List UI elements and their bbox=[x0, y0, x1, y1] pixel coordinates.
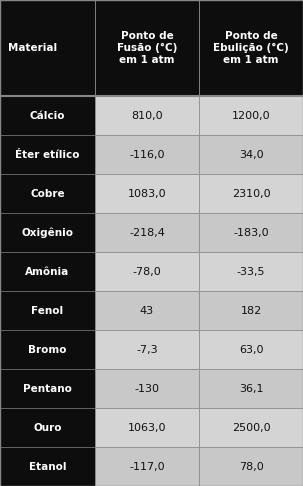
Bar bbox=[0, 252, 95, 291]
Text: Ponto de
Ebulição (°C)
em 1 atm: Ponto de Ebulição (°C) em 1 atm bbox=[213, 32, 289, 65]
Bar bbox=[199, 135, 303, 174]
Text: -116,0: -116,0 bbox=[129, 150, 165, 159]
Text: 1083,0: 1083,0 bbox=[128, 189, 166, 198]
Bar bbox=[95, 330, 199, 369]
Text: 36,1: 36,1 bbox=[239, 383, 263, 394]
Text: -183,0: -183,0 bbox=[233, 227, 269, 238]
Bar bbox=[95, 213, 199, 252]
Text: 43: 43 bbox=[140, 306, 154, 315]
Text: Ponto de
Fusão (°C)
em 1 atm: Ponto de Fusão (°C) em 1 atm bbox=[117, 32, 177, 65]
Text: 2310,0: 2310,0 bbox=[232, 189, 270, 198]
Text: 1063,0: 1063,0 bbox=[128, 422, 166, 433]
Bar bbox=[95, 369, 199, 408]
Text: 2500,0: 2500,0 bbox=[232, 422, 270, 433]
Bar bbox=[0, 174, 95, 213]
Text: Amônia: Amônia bbox=[25, 266, 70, 277]
Bar bbox=[95, 291, 199, 330]
Bar bbox=[199, 291, 303, 330]
Text: -7,3: -7,3 bbox=[136, 345, 158, 354]
Bar bbox=[0, 291, 95, 330]
Bar bbox=[95, 0, 199, 96]
Text: -78,0: -78,0 bbox=[133, 266, 161, 277]
Text: Ouro: Ouro bbox=[33, 422, 62, 433]
Text: Material: Material bbox=[8, 43, 57, 53]
Bar bbox=[95, 252, 199, 291]
Text: 1200,0: 1200,0 bbox=[232, 110, 270, 121]
Text: Oxigênio: Oxigênio bbox=[22, 227, 74, 238]
Bar bbox=[199, 0, 303, 96]
Text: 63,0: 63,0 bbox=[239, 345, 263, 354]
Bar bbox=[0, 447, 95, 486]
Bar bbox=[95, 174, 199, 213]
Text: -33,5: -33,5 bbox=[237, 266, 265, 277]
Text: Pentano: Pentano bbox=[23, 383, 72, 394]
Bar bbox=[199, 96, 303, 135]
Bar bbox=[199, 252, 303, 291]
Bar bbox=[199, 408, 303, 447]
Bar bbox=[0, 369, 95, 408]
Bar bbox=[199, 447, 303, 486]
Bar bbox=[0, 135, 95, 174]
Text: 810,0: 810,0 bbox=[131, 110, 163, 121]
Bar bbox=[95, 135, 199, 174]
Bar bbox=[0, 213, 95, 252]
Bar bbox=[95, 447, 199, 486]
Bar bbox=[199, 330, 303, 369]
Text: Cobre: Cobre bbox=[30, 189, 65, 198]
Bar bbox=[199, 213, 303, 252]
Text: 182: 182 bbox=[240, 306, 261, 315]
Text: Etanol: Etanol bbox=[29, 462, 66, 471]
Text: Fenol: Fenol bbox=[32, 306, 64, 315]
Text: 34,0: 34,0 bbox=[239, 150, 263, 159]
Text: 78,0: 78,0 bbox=[239, 462, 263, 471]
Text: -218,4: -218,4 bbox=[129, 227, 165, 238]
Bar bbox=[0, 96, 95, 135]
Bar bbox=[0, 408, 95, 447]
Bar bbox=[0, 330, 95, 369]
Bar bbox=[95, 408, 199, 447]
Bar bbox=[199, 174, 303, 213]
Bar bbox=[95, 96, 199, 135]
Text: -130: -130 bbox=[135, 383, 159, 394]
Text: -117,0: -117,0 bbox=[129, 462, 165, 471]
Text: Bromo: Bromo bbox=[28, 345, 67, 354]
Bar bbox=[0, 0, 95, 96]
Text: Éter etílico: Éter etílico bbox=[15, 150, 80, 159]
Bar bbox=[199, 369, 303, 408]
Text: Cálcio: Cálcio bbox=[30, 110, 65, 121]
